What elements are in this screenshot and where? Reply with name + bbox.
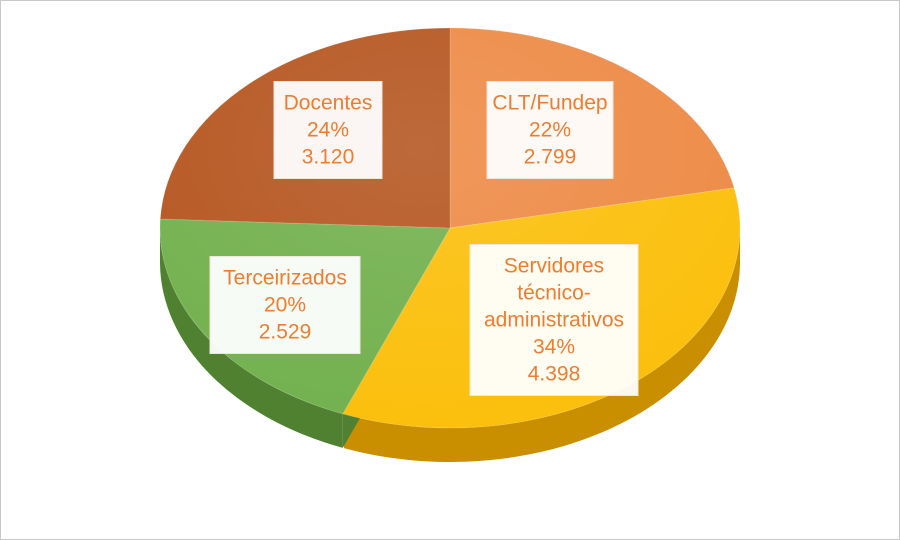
data-label-0: CLT/Fundep 22% 2.799 bbox=[486, 81, 614, 179]
data-label-line: técnico- bbox=[517, 282, 591, 305]
data-label-line: 20% bbox=[264, 294, 306, 317]
data-label-line: 4.398 bbox=[528, 363, 581, 386]
slice-side-2 bbox=[160, 229, 343, 448]
data-label-line: administrativos bbox=[484, 309, 624, 332]
data-label-3: Docentes 24% 3.120 bbox=[273, 81, 383, 179]
data-label-line: 34% bbox=[533, 336, 575, 359]
data-label-line: 22% bbox=[529, 119, 571, 142]
slice-side-1 bbox=[343, 229, 740, 462]
data-label-1: Servidores técnico-administrativos 34% 4.39… bbox=[469, 244, 639, 396]
data-label-line: Servidores bbox=[504, 255, 604, 278]
data-label-box bbox=[469, 244, 639, 396]
data-label-line: CLT/Fundep bbox=[492, 92, 607, 115]
data-label-line: 2.529 bbox=[259, 321, 312, 344]
pie-sheen bbox=[160, 28, 740, 428]
data-label-line: 24% bbox=[307, 119, 349, 142]
data-label-line: 2.799 bbox=[524, 146, 577, 169]
data-label-2: Terceirizados 20% 2.529 bbox=[209, 256, 361, 354]
data-label-box bbox=[486, 81, 614, 179]
data-label-box bbox=[209, 256, 361, 354]
data-label-line: Docentes bbox=[284, 92, 373, 115]
data-label-line: Terceirizados bbox=[223, 267, 347, 290]
data-label-box bbox=[273, 81, 383, 179]
data-label-line: 3.120 bbox=[302, 146, 355, 169]
data-labels: CLT/Fundep 22% 2.799 Servidores técnico-admi… bbox=[209, 81, 639, 396]
pie-slices bbox=[159, 27, 741, 429]
